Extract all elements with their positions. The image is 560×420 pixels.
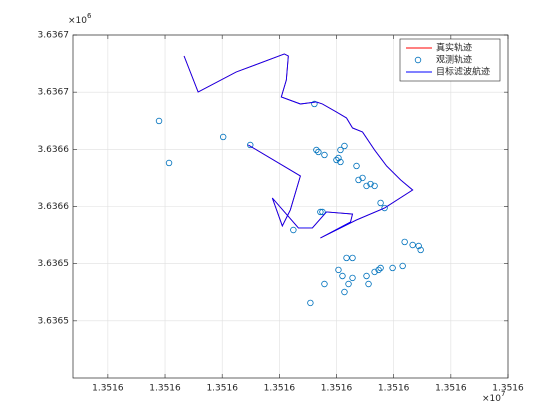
observation-point [337, 158, 344, 166]
observation-point [319, 208, 326, 216]
x-tick-label: 1.3516 [435, 384, 467, 394]
observation-point [367, 180, 374, 188]
observation-point [345, 280, 352, 288]
observation-point [337, 146, 344, 154]
observation-point [321, 151, 328, 159]
observation-point [399, 262, 406, 270]
axes-box [72, 34, 509, 379]
y-exponent: ×106 [68, 12, 92, 26]
observation-point [247, 141, 254, 149]
observation-point [365, 280, 372, 288]
observation-point [317, 208, 324, 216]
observation-point [321, 280, 328, 288]
observation-point [355, 176, 362, 184]
observation-point [311, 100, 318, 108]
x-tick-label: 1.3516 [92, 384, 124, 394]
observation-point [339, 272, 346, 280]
x-exponent: ×107 [482, 390, 505, 404]
legend-symbol [414, 56, 422, 64]
observation-point [290, 226, 297, 234]
track-line [183, 53, 414, 239]
y-tick-label: 3.6365 [38, 259, 70, 269]
observation-point [341, 142, 348, 150]
legend-label: 观测轨迹 [436, 54, 472, 66]
x-exponent-power: 7 [501, 390, 505, 398]
y-tick-label: 3.6366 [38, 145, 70, 155]
y-exponent-power: 6 [87, 12, 92, 20]
x-exponent-base: ×10 [482, 394, 501, 404]
observation-point [371, 268, 378, 276]
legend-label: 真实轨迹 [436, 42, 472, 54]
observation-point [343, 254, 350, 262]
x-tick-label: 1.3516 [206, 384, 238, 394]
y-tick-label: 3.6367 [38, 31, 70, 41]
x-tick-label: 1.3516 [321, 384, 353, 394]
x-tick-label: 1.3516 [492, 384, 524, 394]
x-tick-label: 1.3516 [264, 384, 296, 394]
observation-point [377, 264, 384, 272]
observation-point [353, 162, 360, 170]
observation-point [415, 242, 422, 250]
y-tick-label: 3.6366 [38, 202, 70, 212]
observation-point [219, 133, 227, 141]
y-tick-label: 3.6365 [38, 316, 70, 326]
observation-point [315, 148, 322, 156]
observation-point [381, 204, 388, 212]
y-exponent-base: ×10 [68, 16, 87, 26]
observation-point [359, 174, 366, 182]
observation-point [417, 246, 424, 254]
observation-point [349, 274, 356, 282]
observation-point [371, 182, 378, 190]
observation-point [401, 238, 408, 246]
observation-point [335, 154, 342, 162]
observation-point [307, 299, 314, 307]
observation-point [335, 266, 342, 274]
observation-point [363, 272, 370, 280]
observation-point [363, 182, 370, 190]
observation-point [349, 254, 356, 262]
observation-point [313, 146, 320, 154]
observation-point [333, 156, 340, 164]
observation-point [409, 241, 416, 249]
y-tick-label: 3.6367 [38, 88, 70, 98]
x-tick-label: 1.3516 [378, 384, 410, 394]
observation-point [341, 288, 348, 296]
x-tick-label: 1.3516 [149, 384, 181, 394]
observation-point [165, 159, 173, 167]
observation-point [377, 199, 384, 207]
observation-point [389, 264, 396, 272]
legend-label: 目标滤波航迹 [436, 66, 490, 78]
observation-point [155, 117, 163, 125]
legend-box [399, 38, 501, 82]
observation-point [375, 266, 382, 274]
